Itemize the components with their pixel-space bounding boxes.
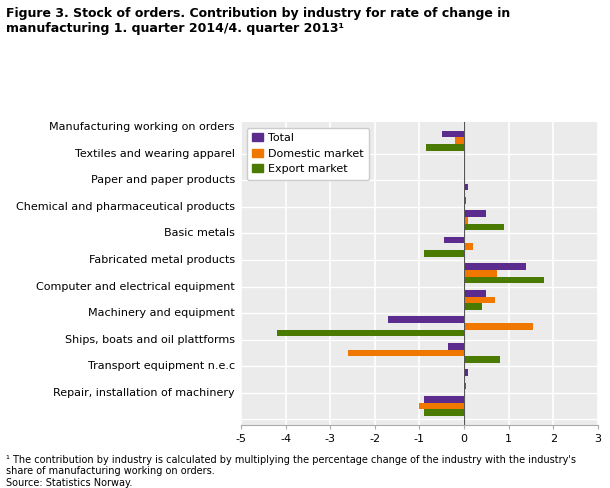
Text: Ships, boats and oil plattforms: Ships, boats and oil plattforms <box>65 335 235 345</box>
Bar <box>424 250 464 257</box>
Text: ¹ The contribution by industry is calculated by multiplying the percentage chang: ¹ The contribution by industry is calcul… <box>6 455 576 488</box>
Bar <box>464 297 495 303</box>
Bar <box>464 303 482 310</box>
Bar <box>442 131 464 137</box>
Bar <box>455 137 464 144</box>
Text: Repair, installation of machinery: Repair, installation of machinery <box>53 387 235 398</box>
Text: Figure 3. Stock of orders. Contribution by industry for rate of change in
manufa: Figure 3. Stock of orders. Contribution … <box>6 7 511 35</box>
Bar <box>464 323 533 330</box>
Bar <box>464 356 500 363</box>
Bar <box>464 244 473 250</box>
Bar <box>464 277 544 283</box>
Bar <box>464 197 466 203</box>
Bar <box>464 210 486 217</box>
Bar <box>464 270 497 277</box>
Bar <box>464 369 468 376</box>
Bar <box>464 224 504 230</box>
Text: Computer and electrical equipment: Computer and electrical equipment <box>36 282 235 291</box>
Bar <box>424 409 464 416</box>
Text: Chemical and pharmaceutical products: Chemical and pharmaceutical products <box>16 202 235 212</box>
Text: Machinery and equipment: Machinery and equipment <box>88 308 235 318</box>
Bar <box>424 396 464 403</box>
Bar <box>419 403 464 409</box>
Bar <box>464 383 466 389</box>
Text: Manufacturing working on orders: Manufacturing working on orders <box>49 122 235 132</box>
Bar <box>464 217 468 224</box>
Text: Textiles and wearing apparel: Textiles and wearing apparel <box>75 149 235 159</box>
Bar <box>464 264 526 270</box>
Bar <box>464 183 468 190</box>
Legend: Total, Domestic market, Export market: Total, Domestic market, Export market <box>246 127 369 180</box>
Bar <box>464 290 486 297</box>
Bar <box>348 349 464 356</box>
Text: Basic metals: Basic metals <box>164 228 235 239</box>
Text: Fabricated metal products: Fabricated metal products <box>88 255 235 265</box>
Text: Transport equipment n.e.c: Transport equipment n.e.c <box>88 361 235 371</box>
Bar <box>388 316 464 323</box>
Text: Paper and paper products: Paper and paper products <box>91 175 235 185</box>
Bar <box>276 330 464 336</box>
Bar <box>448 343 464 349</box>
Bar <box>444 237 464 244</box>
Bar <box>426 144 464 150</box>
